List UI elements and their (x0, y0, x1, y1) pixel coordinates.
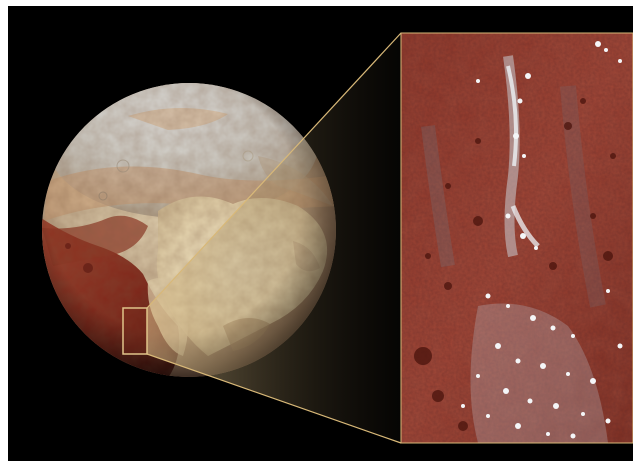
zoom-inset-icon (400, 32, 633, 444)
zoom-callout-beam (146, 32, 402, 444)
photo-scene (8, 6, 633, 461)
zoom-region-marker (122, 307, 148, 355)
scene-svg (42, 32, 633, 444)
